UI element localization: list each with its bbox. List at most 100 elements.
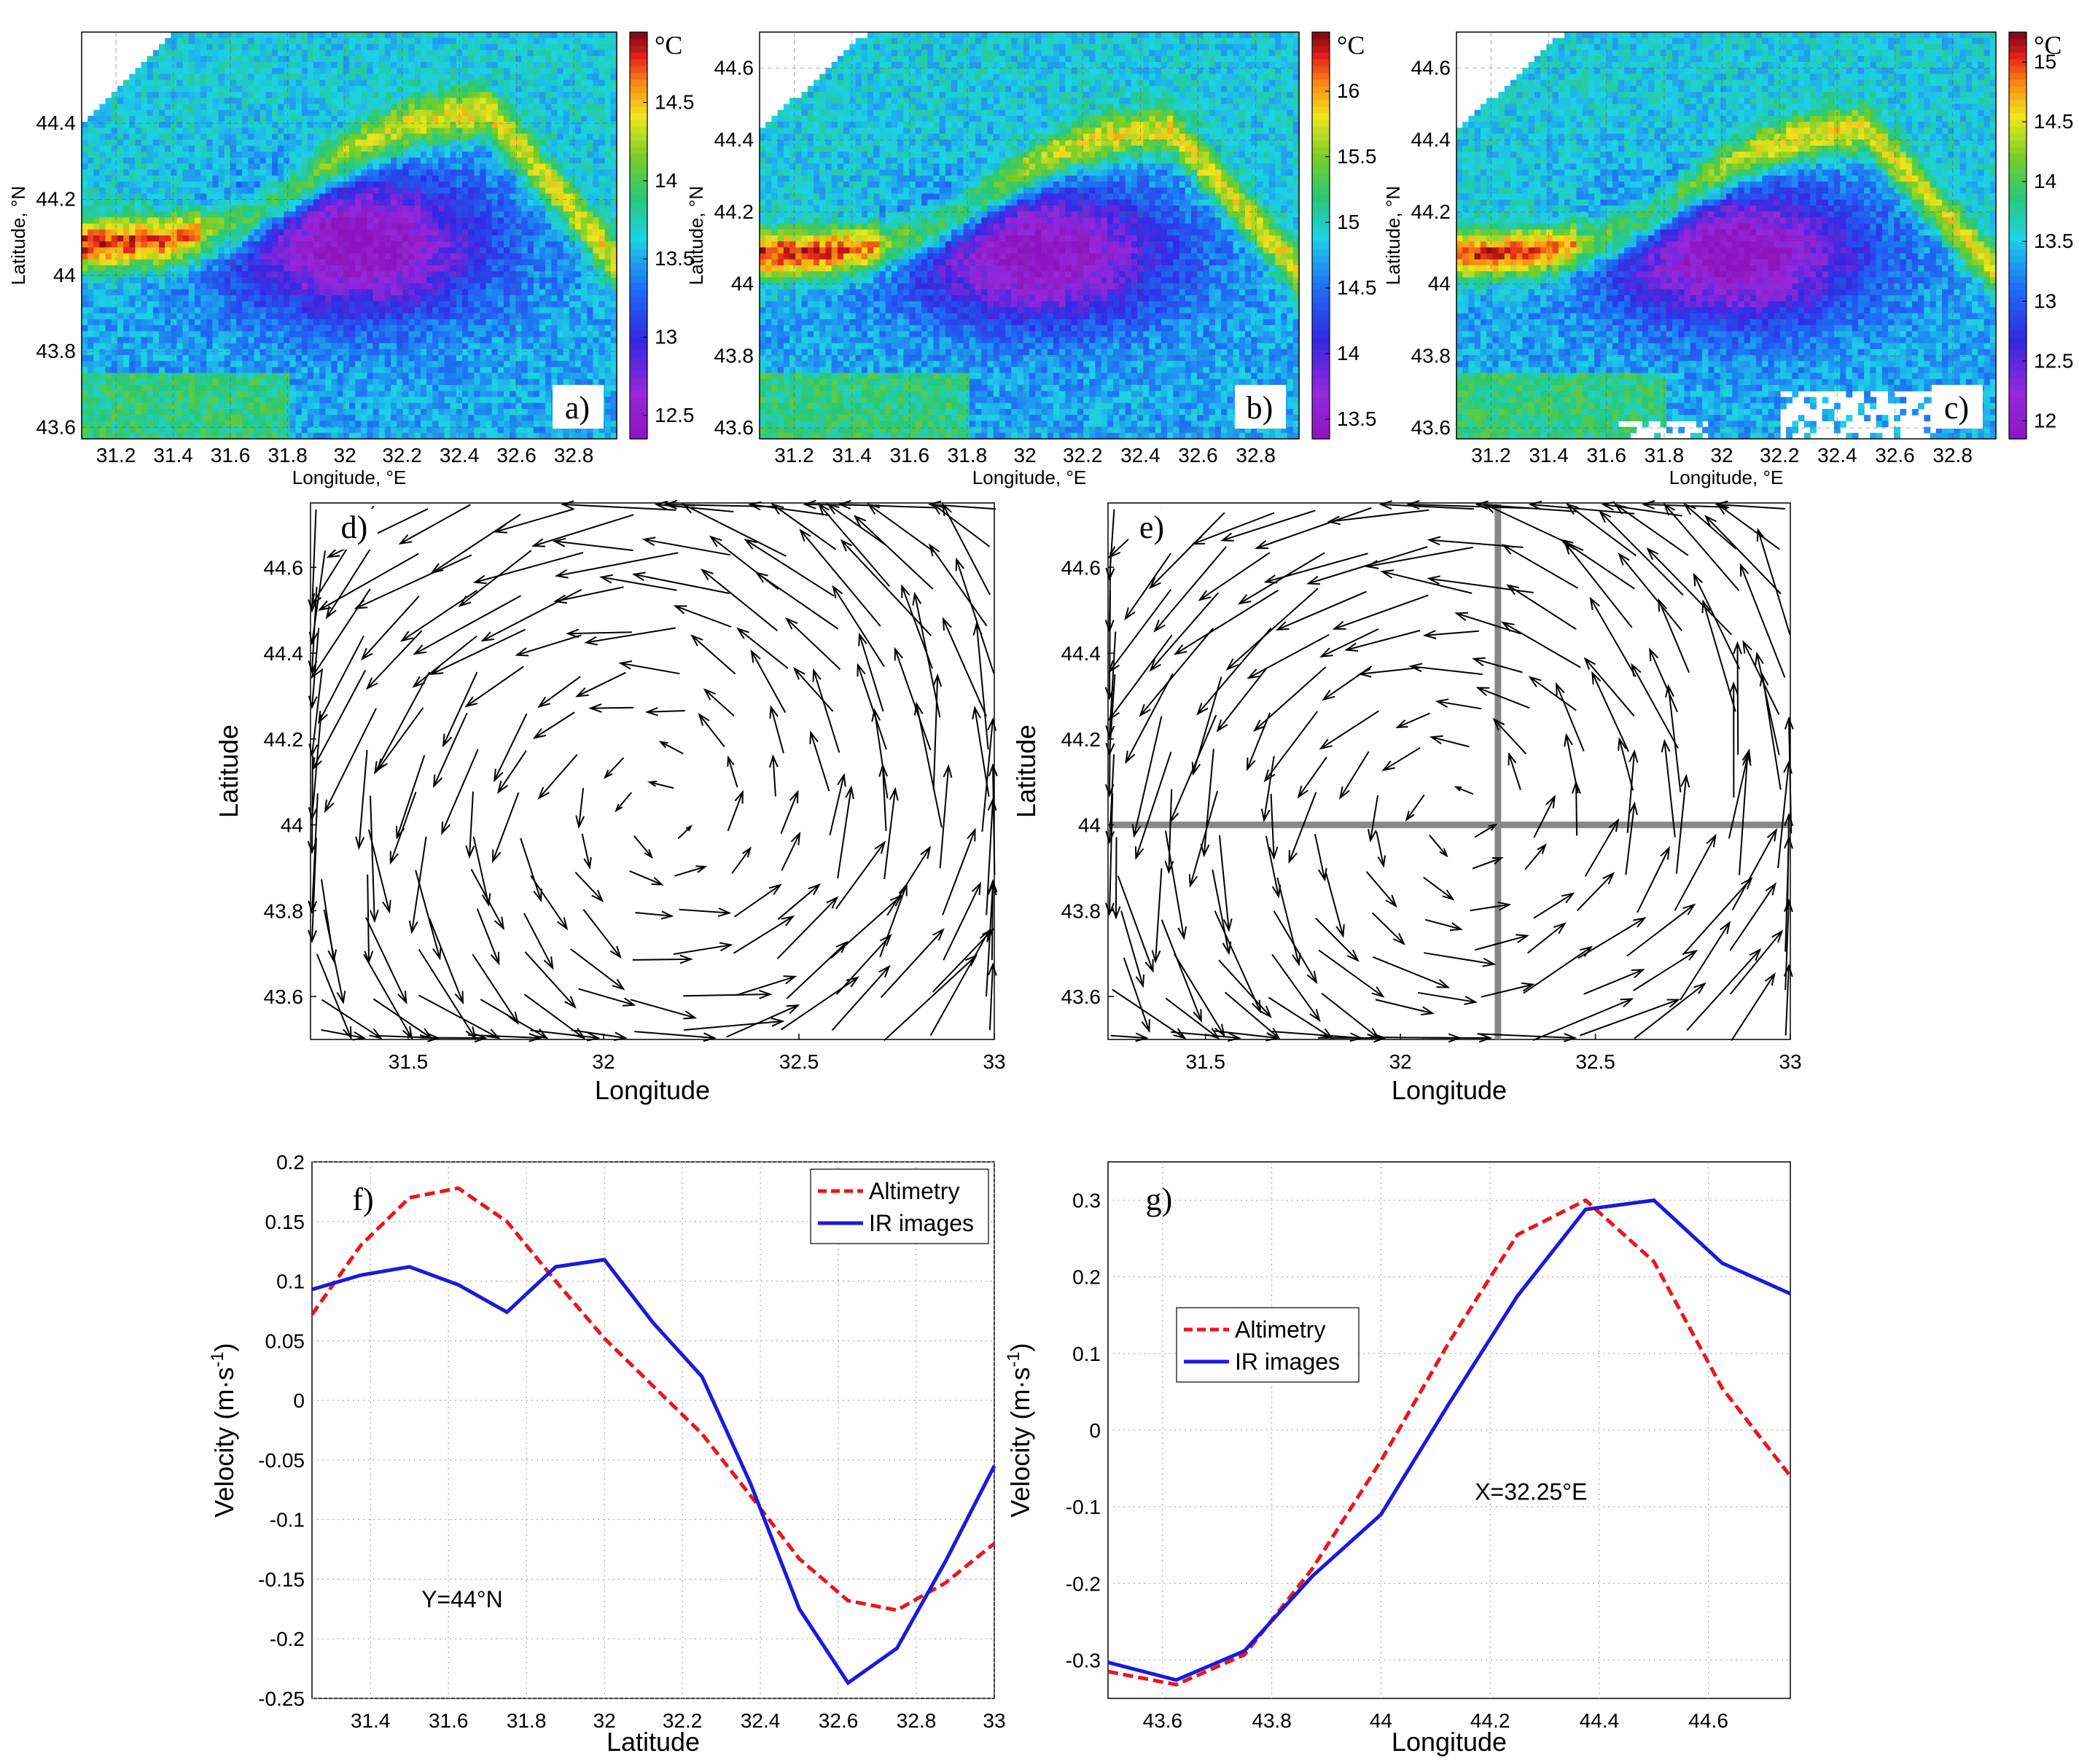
x-tick-label: 32.8 [897, 1709, 937, 1732]
colorbar-segment [2009, 337, 2027, 345]
colorbar-segment [1312, 202, 1330, 209]
x-tick-label: 31.5 [1185, 1050, 1225, 1073]
colorbar-segment [2009, 385, 2027, 392]
colorbar-segment [1312, 174, 1330, 182]
y-tick-label: 43.8 [36, 340, 77, 362]
colorbar-segment [630, 378, 647, 385]
y-tick-label: 44.2 [264, 728, 304, 751]
y-tick-label: 44.6 [1411, 56, 1451, 79]
x-axis-label: Longitude, °E [1669, 467, 1783, 488]
colorbar-tick-label: 13 [655, 326, 677, 348]
colorbar-tick-label: 14 [1337, 342, 1360, 364]
colorbar-segment [630, 106, 647, 114]
colorbar-segment [1312, 412, 1330, 419]
y-tick-label: 43.8 [1061, 899, 1101, 922]
colorbar-segment [1312, 425, 1330, 432]
colorbar-segment [1312, 134, 1330, 141]
colorbar-segment [1312, 222, 1330, 229]
x-tick-label: 44.6 [1688, 1709, 1728, 1732]
y-tick-label: -0.1 [1066, 1496, 1101, 1518]
colorbar-segment [1312, 114, 1330, 121]
x-tick-label: 33 [983, 1709, 1005, 1732]
colorbar-segment [1312, 364, 1330, 372]
colorbar-segment [1312, 297, 1330, 304]
colorbar-segment [630, 310, 647, 317]
x-tick-label: 31.6 [890, 444, 930, 467]
figure: 31.2 31.4 31.6 31.8 32 32.2 32.4 32.6 32.844.444… [0, 0, 2079, 1764]
colorbar-segment [1312, 161, 1330, 168]
colorbar-segment [630, 229, 647, 236]
y-tick-label: 44.4 [36, 112, 77, 134]
colorbar-segment [1312, 344, 1330, 351]
colorbar-segment [2009, 412, 2027, 419]
colorbar-segment [630, 100, 647, 107]
colorbar-segment [1312, 256, 1330, 263]
colorbar-segment [2009, 344, 2027, 351]
colorbar-segment [630, 249, 647, 257]
x-tick-label: 32 [334, 444, 356, 467]
colorbar-segment [630, 297, 647, 304]
y-tick-label: 44.6 [1061, 556, 1101, 579]
y-tick-label: 44.6 [264, 556, 304, 579]
colorbar-segment [630, 391, 647, 399]
colorbar-tick-label: 13.5 [2034, 230, 2074, 252]
y-axis-label: Velocity (m·s-1) [1004, 1343, 1035, 1517]
colorbar-unit: °C [1337, 31, 1365, 60]
x-tick-label: 31.2 [1471, 444, 1511, 467]
colorbar-segment [1312, 188, 1330, 195]
colorbar-tick-label: 14.5 [655, 91, 695, 114]
y-tick-label: 43.6 [36, 415, 77, 438]
colorbar-segment [2009, 86, 2027, 93]
colorbar-segment [1312, 276, 1330, 284]
colorbar-segment [630, 195, 647, 202]
colorbar-segment [2009, 303, 2027, 311]
colorbar-segment [630, 405, 647, 413]
y-tick-label: 44.2 [714, 200, 754, 223]
colorbar-segment [1312, 330, 1330, 337]
colorbar-tick-label: 16 [1337, 79, 1360, 102]
colorbar-segment [1312, 52, 1330, 60]
x-tick-label: 32.4 [1120, 444, 1161, 467]
colorbar-segment [2009, 425, 2027, 432]
x-tick-label: 43.8 [1252, 1709, 1292, 1732]
x-tick-label: 32.4 [440, 444, 480, 467]
sst-map-a: 31.2 31.4 31.6 31.8 32 32.2 32.4 32.6 32.844.444… [7, 31, 695, 488]
colorbar-segment [1312, 182, 1330, 189]
x-tick-label: 31.6 [1587, 444, 1627, 467]
y-tick-label: 44 [53, 264, 76, 286]
colorbar-segment [1312, 120, 1330, 128]
y-tick-label: 44.4 [264, 642, 304, 665]
colorbar-tick-label: 12.5 [655, 404, 695, 426]
colorbar-segment [630, 371, 647, 378]
colorbar-segment [2009, 39, 2027, 46]
x-tick-label: 32 [1013, 444, 1036, 467]
y-tick-label: 43.8 [714, 344, 754, 367]
colorbar-segment [1312, 168, 1330, 175]
colorbar-segment [630, 161, 647, 168]
colorbar-segment [2009, 229, 2027, 236]
colorbar-segment [1312, 229, 1330, 236]
colorbar-tick-label: 13.5 [1337, 407, 1377, 430]
colorbar-segment [2009, 262, 2027, 270]
x-tick-label: 32 [592, 1050, 615, 1073]
colorbar-segment [630, 208, 647, 216]
colorbar-segment [630, 317, 647, 324]
y-tick-label: 44.2 [36, 187, 77, 210]
x-tick-label: 31.4 [832, 444, 872, 467]
x-tick-label: 32.8 [554, 444, 594, 467]
x-tick-label: 31.8 [268, 444, 308, 467]
colorbar-tick-label: 12 [2034, 409, 2056, 432]
colorbar-segment [1312, 351, 1330, 358]
x-tick-label: 31.6 [429, 1709, 469, 1732]
y-tick-label: 44.6 [714, 56, 754, 79]
x-tick-label: 31.2 [774, 444, 814, 467]
x-axis-label: Longitude [1392, 1727, 1507, 1757]
colorbar-segment [630, 147, 647, 155]
x-axis-label: Longitude [595, 1075, 710, 1105]
colorbar-segment [630, 134, 647, 141]
colorbar-segment [1312, 79, 1330, 87]
colorbar-segment [2009, 66, 2027, 74]
